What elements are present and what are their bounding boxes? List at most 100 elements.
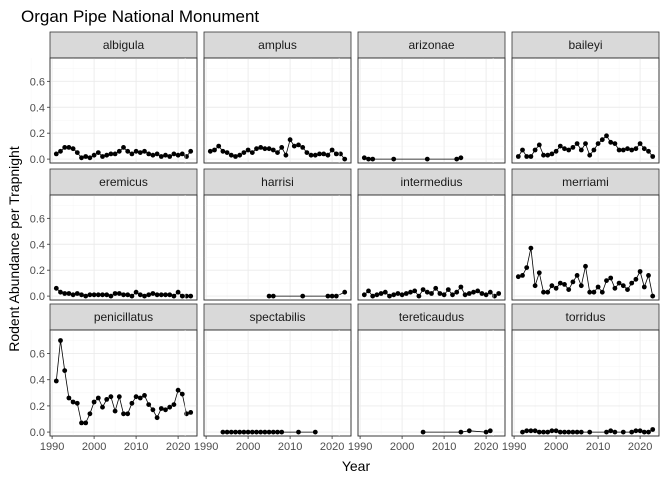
data-point (625, 146, 630, 152)
data-point (471, 289, 476, 295)
strip-background (49, 168, 198, 196)
data-point (112, 151, 118, 157)
data-point (233, 429, 238, 435)
data-point (254, 146, 259, 152)
data-point (233, 154, 238, 159)
data-point (58, 289, 63, 295)
strip-label: intermedius (400, 175, 462, 189)
data-point (545, 289, 551, 295)
data-point (370, 156, 376, 162)
data-point (74, 400, 80, 406)
data-point (587, 429, 593, 435)
panel-background (357, 57, 506, 164)
panel-background (203, 57, 352, 164)
data-point (163, 292, 168, 298)
strip-label: baileyi (568, 38, 602, 52)
x-tick-label: 1990 (40, 441, 64, 453)
data-point (458, 155, 464, 161)
data-point (595, 141, 601, 147)
facet-panel-torridus: torridus (492, 303, 660, 437)
data-point (541, 429, 546, 435)
data-point (163, 152, 168, 158)
data-point (629, 429, 635, 435)
data-point (167, 292, 173, 298)
data-point (441, 292, 447, 298)
data-point (171, 402, 177, 407)
data-point (420, 287, 426, 292)
facet-panels: albigula amplus arizonae baileyi eremicus har… (30, 31, 660, 437)
data-point (300, 145, 306, 150)
data-point (95, 395, 101, 401)
data-point (270, 293, 276, 299)
data-point (604, 278, 609, 283)
data-point (245, 429, 251, 435)
data-point (125, 292, 131, 298)
data-point (224, 150, 230, 156)
data-point (532, 428, 538, 434)
data-point (566, 147, 572, 153)
data-point (62, 368, 68, 373)
facet-panel-spectabilis: spectabilis (184, 303, 352, 437)
data-point (454, 289, 460, 295)
data-point (646, 273, 651, 278)
data-point (228, 429, 234, 435)
data-point (104, 152, 110, 158)
data-point (608, 275, 614, 281)
data-point (387, 293, 392, 299)
data-point (270, 147, 276, 153)
chart-title: Organ Pipe National Monument (21, 7, 259, 26)
y-tick-label: 0.6 (30, 349, 45, 361)
data-point (53, 285, 59, 291)
data-point (179, 293, 185, 299)
data-point (100, 404, 105, 410)
data-point (633, 146, 639, 152)
data-point (237, 152, 243, 158)
data-point (296, 142, 301, 148)
y-tick-label: 0.0 (30, 427, 45, 439)
strip-label: torridus (565, 310, 605, 324)
data-point (587, 152, 593, 158)
data-point (87, 155, 93, 161)
data-point (329, 147, 335, 153)
y-tick-label: 0.6 (30, 213, 45, 225)
strip-label: harrisi (261, 175, 294, 189)
data-point (382, 289, 388, 295)
panel-background (49, 329, 198, 437)
panel-grid (338, 58, 505, 163)
data-point (150, 291, 156, 296)
panel-background (357, 194, 506, 301)
data-point (108, 151, 114, 157)
data-point (262, 429, 268, 435)
data-point (116, 291, 122, 296)
data-point (549, 151, 555, 157)
data-point (625, 287, 630, 292)
data-point (524, 265, 530, 270)
x-tick-label: 2010 (278, 441, 302, 453)
x-tick-label: 2020 (474, 441, 498, 453)
data-point (154, 292, 160, 298)
data-point (91, 152, 97, 158)
data-point (562, 429, 567, 435)
data-point (492, 293, 497, 299)
data-point (275, 429, 280, 435)
data-point (562, 282, 567, 287)
data-point (616, 280, 622, 286)
data-point (395, 291, 401, 296)
panel-grid (184, 330, 351, 436)
data-point (570, 145, 576, 150)
data-point (650, 154, 656, 159)
data-point (175, 289, 181, 295)
data-point (95, 150, 101, 156)
strip-background (511, 168, 660, 196)
data-point (116, 148, 122, 154)
data-point (650, 293, 656, 299)
data-point (541, 152, 546, 158)
data-point (325, 152, 331, 158)
data-point (475, 288, 481, 294)
strip-label: penicillatus (94, 310, 153, 324)
facet-panel-baileyi: baileyi (492, 31, 660, 164)
data-point (338, 151, 343, 157)
x-tick-label: 2010 (124, 441, 148, 453)
data-point (399, 292, 405, 298)
